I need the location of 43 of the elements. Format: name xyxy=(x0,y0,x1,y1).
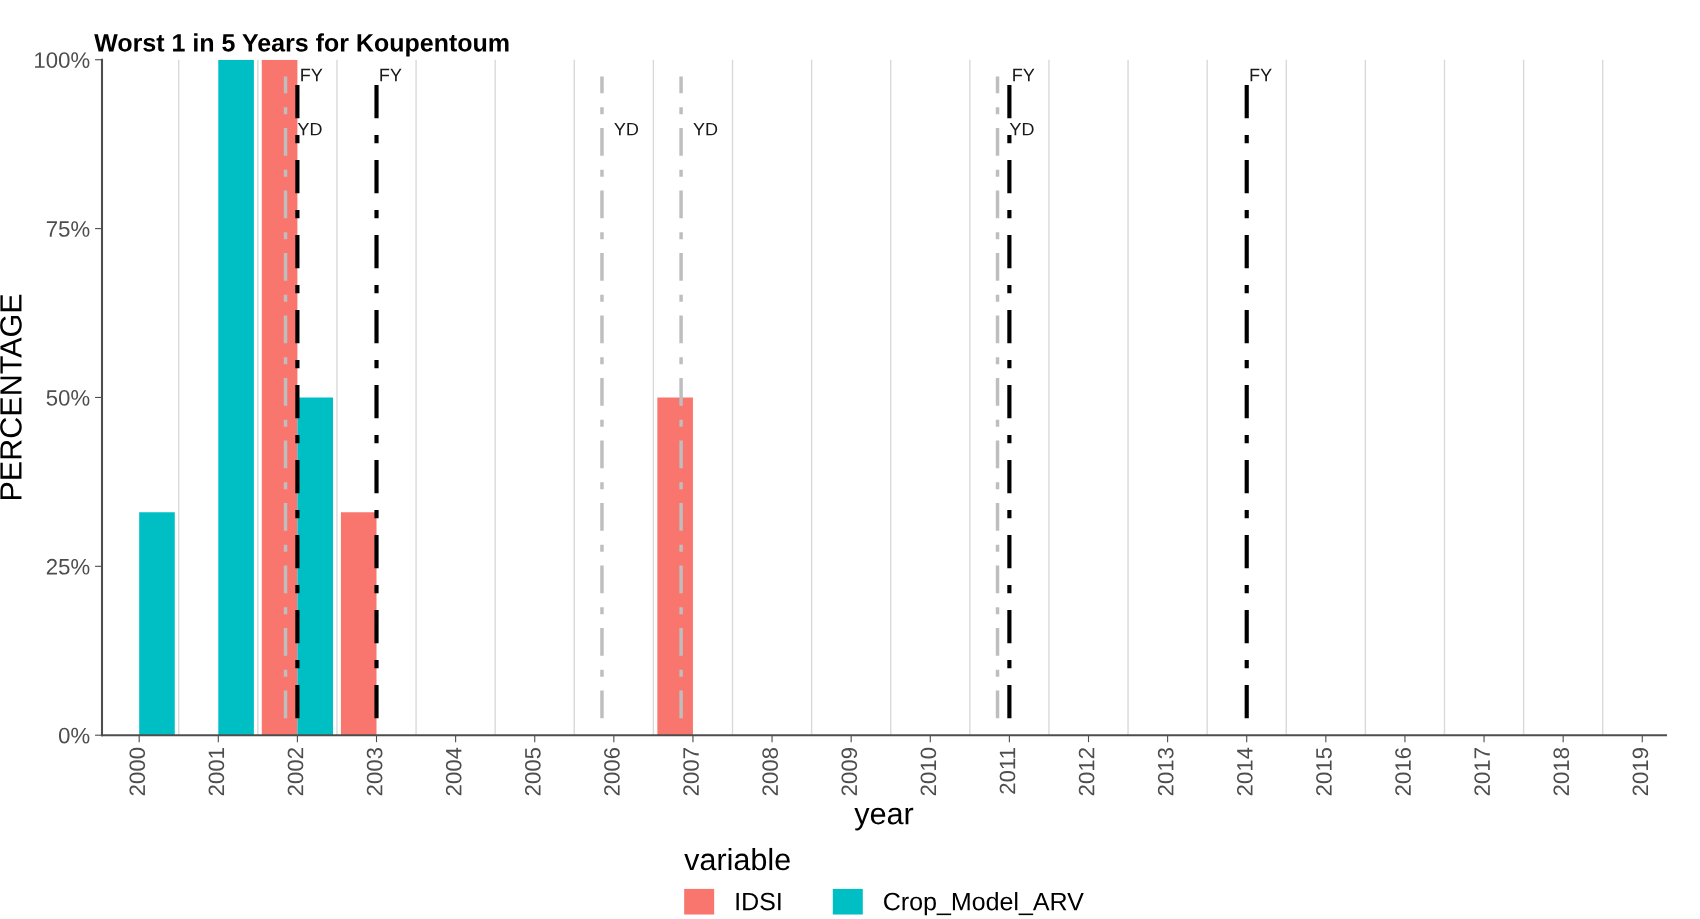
ref-line-label: FY xyxy=(301,68,323,82)
legend-label: IDSI xyxy=(736,892,781,911)
x-tick-label: 2018 xyxy=(1553,747,1570,796)
x-tick-label: 2007 xyxy=(683,748,699,796)
ref-line-label: YD xyxy=(693,122,718,136)
x-tick-label: 2003 xyxy=(366,747,383,796)
x-tick-label: 2011 xyxy=(999,748,1016,794)
x-tick-label: 2000 xyxy=(129,747,146,796)
x-tick-label: 2012 xyxy=(1078,748,1095,796)
ref-line-label: FY xyxy=(1013,68,1035,82)
y-tick-label: 75% xyxy=(46,221,90,237)
ref-line-label: YD xyxy=(297,122,322,136)
bar xyxy=(218,59,254,736)
x-axis-title: year xyxy=(854,807,914,831)
x-tick-label: 2006 xyxy=(604,747,620,796)
y-axis-title: PERCENTAGE xyxy=(0,294,22,500)
ref-line-label: FY xyxy=(1250,68,1272,82)
legend-label: Crop_Model_ARV xyxy=(884,892,1084,916)
y-tick-label: 50% xyxy=(46,390,90,406)
x-tick-label: 2013 xyxy=(1157,747,1174,796)
x-tick-label: 2001 xyxy=(208,748,225,796)
y-tick-label: 0% xyxy=(58,727,90,744)
ref-line-label: FY xyxy=(380,68,402,82)
x-tick-label: 2014 xyxy=(1236,747,1253,796)
x-tick-label: 2005 xyxy=(524,747,541,796)
x-tick-label: 2015 xyxy=(1316,747,1332,796)
y-tick-label: 100% xyxy=(35,52,90,69)
x-tick-label: 2009 xyxy=(841,748,858,796)
x-tick-label: 2004 xyxy=(445,747,462,796)
bar xyxy=(139,512,175,736)
bar xyxy=(657,397,693,736)
bar xyxy=(261,59,298,736)
x-tick-label: 2010 xyxy=(920,747,937,796)
x-tick-label: 2016 xyxy=(1395,747,1411,796)
ref-line-label: YD xyxy=(614,122,639,136)
x-tick-label: 2019 xyxy=(1632,748,1649,796)
y-tick-label: 25% xyxy=(46,558,90,575)
chart-title: Worst 1 in 5 Years for Koupentoum xyxy=(94,33,509,57)
legend-title: variable xyxy=(684,847,790,871)
x-tick-label: 2017 xyxy=(1474,748,1491,796)
x-tick-label: 2008 xyxy=(762,747,779,796)
x-tick-label: 2002 xyxy=(287,748,304,796)
ref-line-label: YD xyxy=(1009,122,1034,136)
